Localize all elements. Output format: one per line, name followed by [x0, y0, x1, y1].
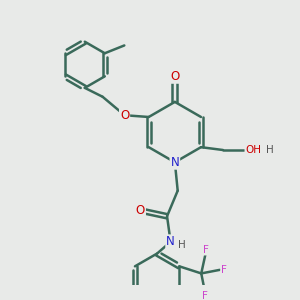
Text: OH: OH — [245, 145, 261, 155]
Text: H: H — [178, 240, 186, 250]
Text: O: O — [120, 109, 129, 122]
Text: H: H — [266, 145, 273, 155]
Text: O: O — [170, 70, 179, 83]
Text: O: O — [136, 204, 145, 218]
Text: N: N — [166, 235, 175, 248]
Text: F: F — [202, 292, 208, 300]
Text: N: N — [170, 156, 179, 169]
Text: F: F — [221, 265, 227, 275]
Text: F: F — [202, 244, 208, 255]
